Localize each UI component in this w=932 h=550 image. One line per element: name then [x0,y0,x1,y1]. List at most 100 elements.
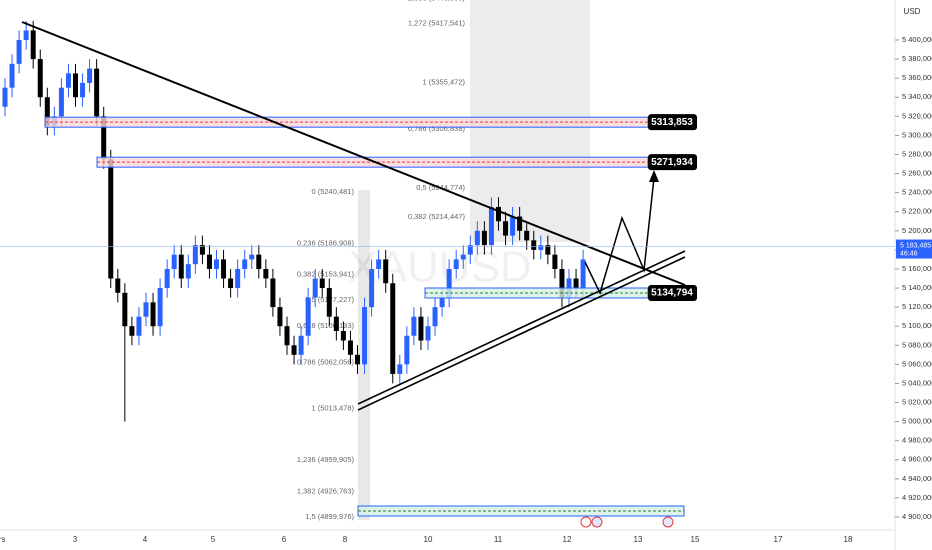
candle-body [171,254,177,269]
y-tick-label: 4 960,000 [902,455,932,464]
candle-body [192,245,198,265]
event-icon[interactable] [591,516,603,528]
price-tag [648,285,697,302]
candle-body [157,288,163,327]
candle-body [467,245,473,255]
y-tick-label: 5 020,000 [902,398,932,407]
fib-label: 1,272 (5417,541) [408,18,466,27]
candle-body [333,316,339,331]
event-icon[interactable] [662,516,674,528]
current-price-tag [896,239,932,259]
candle-body [249,254,255,260]
price-tag [648,154,697,171]
candle-body [552,254,558,269]
candle-body [9,63,15,88]
x-tick-label: 5 [211,535,216,544]
candle-body [496,206,501,222]
candle-body [460,254,466,260]
fib-label: 1,236 (4959,905) [297,455,355,464]
x-tick-label: rs [0,535,5,544]
y-tick-label: 5 240,000 [902,188,932,197]
x-tick-label: 18 [844,535,853,544]
candle-body [284,326,290,346]
y-tick-label: 5 340,000 [902,92,932,101]
y-tick-label: 5 120,000 [902,302,932,311]
candle-body [178,254,184,279]
y-tick-label: 5 400,000 [902,35,932,44]
candle-body [94,68,100,117]
candle-body [580,259,586,289]
y-tick-label: 4 980,000 [902,436,932,445]
candle-body [453,259,459,269]
candle-body [340,330,346,341]
candle-body [256,254,262,269]
candle-body [16,40,22,64]
y-tick-label: 5 080,000 [902,340,932,349]
candle-body [122,292,128,327]
candle-body [291,345,297,355]
current-price-label: 5 183,485 [900,242,931,249]
x-tick-label: 15 [691,535,700,544]
fib-label: 1 (5355,472) [422,77,465,86]
candle-body [411,316,417,336]
candle-body [474,230,480,246]
y-tick-label: 5 140,000 [902,283,932,292]
x-tick-label: 4 [143,535,148,544]
candle-body [559,268,565,298]
channel-line [357,256,686,411]
candle-body [58,87,64,117]
price-tag-label: 5134,794 [651,288,693,299]
candle-body [263,268,269,279]
candle-body [326,288,332,317]
y-tick-label: 5 040,000 [902,378,932,387]
candle-body [150,302,156,327]
candle-body [312,278,318,298]
candle-body [439,297,445,308]
candle-body [65,73,71,88]
y-tick-label: 5 000,000 [902,417,932,426]
candle-body [136,316,142,336]
x-tick-label: 13 [634,535,643,544]
candle-body [404,335,410,365]
price-tag-label: 5313,853 [651,117,693,128]
candle-body [524,230,530,241]
candle-body [270,278,276,308]
candle-body [531,240,537,250]
x-tick-label: 12 [563,535,572,544]
fib-label: 0,382 (5214,447) [408,212,466,221]
arrow-head [649,170,659,182]
y-tick-label: 5 160,000 [902,264,932,273]
candle-body [87,68,93,83]
candle-body [44,97,50,126]
candle-body [129,326,135,336]
y-tick-label: 5 360,000 [902,73,932,82]
candle-body [185,264,191,279]
y-tick-label: 5 380,000 [902,54,932,63]
candle-body [481,230,487,246]
candle-body [298,335,304,355]
fib-label: 1,5 (4899,976) [305,512,354,521]
candle-body [305,297,311,336]
currency-label: USD [904,7,921,16]
fib-label: 0,382 (5153,941) [297,270,355,279]
candle-body [376,259,382,269]
y-tick-label: 5 300,000 [902,130,932,139]
candle-body [80,82,86,98]
y-tick-label: 5 260,000 [902,169,932,178]
candle-body [355,354,360,365]
candle-body [2,87,8,107]
candle-body [545,245,551,255]
candle-body [164,268,170,289]
fib-label: 0,786 (5306,838) [408,124,466,133]
countdown-label: 46:46 [900,250,918,257]
candle-body [573,278,579,289]
candle-body [277,307,283,327]
x-tick-label: 17 [774,535,783,544]
fib-label: 0,618 (5100,193) [297,321,355,330]
candle-body [221,259,227,279]
projection-path [584,177,655,296]
event-icon[interactable] [580,516,592,528]
candle-body [319,278,325,289]
candle-body [101,116,107,160]
